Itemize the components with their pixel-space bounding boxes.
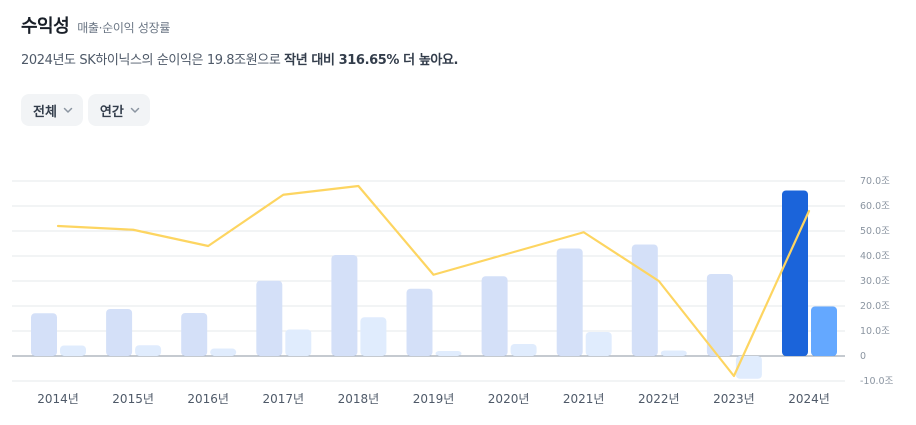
net-profit-bar xyxy=(135,345,162,356)
y-tick-label: 30.0조 xyxy=(860,276,890,287)
revenue-bar xyxy=(782,190,808,356)
revenue-bar xyxy=(331,255,358,356)
net-profit-bar xyxy=(660,350,687,356)
revenue-bar xyxy=(256,280,283,356)
chevron-down-icon xyxy=(130,107,140,113)
x-tick-label: 2016년 xyxy=(187,392,229,406)
x-tick-label: 2024년 xyxy=(788,392,830,406)
x-tick-label: 2015년 xyxy=(112,392,154,406)
summary-prefix: 2024년도 SK하이닉스의 순이익은 19.8조원으로 xyxy=(21,53,285,68)
growth-line xyxy=(56,184,811,378)
y-tick-label: 0 xyxy=(860,351,866,362)
x-tick-label: 2019년 xyxy=(413,392,455,406)
x-tick-label: 2018년 xyxy=(338,392,380,406)
scope-filter-label: 전체 xyxy=(33,104,57,120)
x-tick-label: 2023년 xyxy=(713,392,755,406)
y-tick-label: 70.0조 xyxy=(860,176,890,187)
period-filter-label: 연간 xyxy=(99,104,124,120)
net-profit-bar xyxy=(285,329,312,356)
y-tick-label: -10.0조 xyxy=(860,376,894,387)
period-filter-dropdown[interactable]: 연간 xyxy=(87,94,150,126)
summary-highlight: 작년 대비 316.65% 더 높아요. xyxy=(284,53,459,68)
y-tick-label: 40.0조 xyxy=(860,251,890,262)
x-tick-label: 2017년 xyxy=(263,392,305,406)
net-profit-bar xyxy=(585,332,612,356)
x-tick-label: 2021년 xyxy=(563,392,605,406)
summary-text: 2024년도 SK하이닉스의 순이익은 19.8조원으로 작년 대비 316.6… xyxy=(21,49,458,68)
revenue-bar xyxy=(556,248,583,356)
page-title: 수익성 xyxy=(21,16,70,37)
revenue-bar xyxy=(706,274,733,356)
net-profit-bar xyxy=(360,317,387,356)
net-profit-bar xyxy=(435,351,462,356)
net-profit-bar xyxy=(735,356,762,379)
revenue-bar xyxy=(181,313,208,356)
x-tick-label: 2022년 xyxy=(638,392,680,406)
revenue-bar xyxy=(481,276,508,356)
revenue-bar xyxy=(406,288,433,356)
chevron-down-icon xyxy=(63,107,73,113)
y-tick-label: 60.0조 xyxy=(860,201,890,212)
header: 수익성 매출·순이익 성장률 xyxy=(21,12,170,38)
net-profit-bar xyxy=(510,344,537,356)
y-tick-label: 50.0조 xyxy=(860,226,890,237)
revenue-bar xyxy=(106,309,133,356)
y-tick-label: 10.0조 xyxy=(860,326,890,337)
net-profit-bar xyxy=(811,306,837,356)
y-tick-label: 20.0조 xyxy=(860,301,890,312)
page-subtitle: 매출·순이익 성장률 xyxy=(77,21,171,35)
revenue-bar xyxy=(631,244,658,356)
x-tick-label: 2020년 xyxy=(488,392,530,406)
x-tick-label: 2014년 xyxy=(37,392,79,406)
net-profit-bar xyxy=(210,348,237,356)
revenue-bar xyxy=(31,313,57,356)
scope-filter-dropdown[interactable]: 전체 xyxy=(21,94,83,126)
net-profit-bar xyxy=(60,345,86,356)
filter-bar: 전체 연간 xyxy=(21,94,150,126)
